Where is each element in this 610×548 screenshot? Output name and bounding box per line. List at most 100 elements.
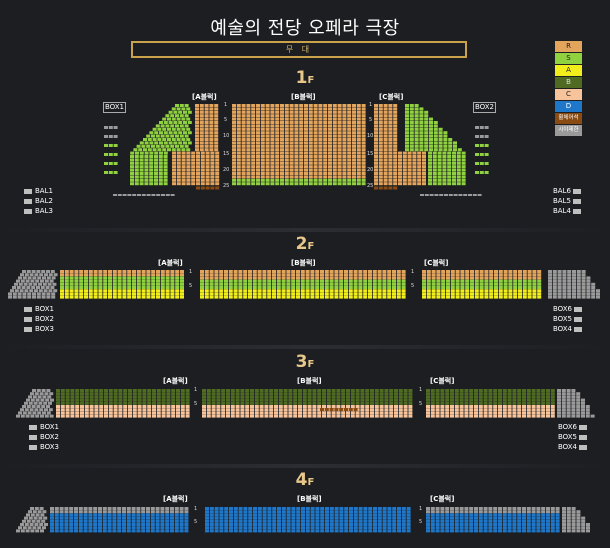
seat <box>546 519 550 523</box>
seat <box>571 401 576 405</box>
f2-box3-tag[interactable]: BOX3 <box>24 325 54 333</box>
seat <box>265 131 270 135</box>
seat <box>89 401 94 405</box>
seat <box>41 405 46 408</box>
seat <box>265 121 270 124</box>
bal2-tag[interactable]: BAL2 <box>24 197 53 205</box>
seat <box>483 510 488 514</box>
bal3-tag[interactable]: BAL3 <box>24 207 53 215</box>
seat <box>318 172 323 175</box>
seat <box>36 292 41 296</box>
seat <box>392 523 397 526</box>
seat <box>289 148 294 152</box>
seat <box>215 182 220 186</box>
f3-box3-tag[interactable]: BOX3 <box>29 443 59 451</box>
seat <box>300 270 305 273</box>
bal6-tag[interactable]: BAL6 <box>553 187 584 195</box>
seat <box>398 155 402 158</box>
f3-box6-tag[interactable]: BOX6 <box>558 423 590 431</box>
seat <box>113 135 118 138</box>
seat <box>214 526 219 530</box>
seat <box>304 144 308 148</box>
seat <box>479 295 484 299</box>
seat <box>503 295 508 299</box>
seat <box>337 178 342 182</box>
seat <box>479 270 484 273</box>
seat <box>383 138 388 141</box>
seat <box>379 414 384 418</box>
seat <box>142 392 147 396</box>
f2-box1-tag[interactable]: BOX1 <box>24 305 54 313</box>
seat <box>337 121 342 124</box>
seat <box>157 138 162 141</box>
seat <box>278 401 283 405</box>
seat <box>422 151 426 155</box>
seat <box>149 158 154 162</box>
seat <box>493 398 498 402</box>
seat <box>358 276 363 280</box>
bal5-tag[interactable]: BAL5 <box>553 197 584 205</box>
seat <box>267 516 272 520</box>
seat <box>389 408 394 412</box>
seat <box>256 114 260 118</box>
seat <box>275 104 280 107</box>
seat <box>430 519 435 523</box>
seat <box>246 117 251 121</box>
seat <box>498 276 503 280</box>
seat <box>286 286 291 289</box>
seat <box>546 523 550 526</box>
seat <box>204 141 209 145</box>
seat <box>398 408 403 412</box>
seat <box>304 141 308 145</box>
f3-box2-tag[interactable]: BOX2 <box>29 433 59 441</box>
seat <box>332 107 337 111</box>
seat <box>488 405 493 408</box>
seat <box>374 186 378 190</box>
seat <box>460 295 465 299</box>
seat <box>431 279 436 283</box>
seat <box>363 295 368 299</box>
f2-box2-tag[interactable]: BOX2 <box>24 315 54 323</box>
f3-box1-tag[interactable]: BOX1 <box>29 423 59 431</box>
seat <box>79 295 84 299</box>
seat <box>134 175 139 179</box>
seat <box>185 408 190 412</box>
f1-box2-label[interactable]: BOX2 <box>473 102 496 113</box>
seat <box>219 529 224 533</box>
f2-box5-tag[interactable]: BOX5 <box>553 315 585 323</box>
seat <box>323 121 328 124</box>
seat <box>546 389 550 392</box>
seat <box>403 405 408 408</box>
seat <box>274 401 278 405</box>
seat <box>426 513 430 517</box>
f3-box4-tag[interactable]: BOX4 <box>558 443 590 451</box>
seat <box>60 295 64 299</box>
seat <box>498 292 503 296</box>
seat <box>142 395 147 399</box>
seat <box>317 411 322 415</box>
seat <box>42 526 46 530</box>
bal1-tag[interactable]: BAL1 <box>24 187 53 195</box>
seat <box>341 405 346 408</box>
seat <box>409 117 414 121</box>
seat <box>318 151 323 155</box>
bal4-tag[interactable]: BAL4 <box>553 207 584 215</box>
seat <box>296 510 301 514</box>
seat <box>441 270 446 273</box>
f3-box5-tag[interactable]: BOX5 <box>558 433 590 441</box>
seat <box>206 414 211 418</box>
seat <box>392 292 396 296</box>
seat <box>275 168 280 172</box>
seat <box>155 529 160 533</box>
seat <box>172 182 176 186</box>
seat <box>196 151 200 155</box>
seat <box>546 414 550 418</box>
f1-box1-label[interactable]: BOX1 <box>103 102 126 113</box>
seat <box>219 286 224 289</box>
seat <box>407 175 412 179</box>
f2-box4-tag[interactable]: BOX4 <box>553 325 585 333</box>
seat <box>30 398 35 402</box>
f2-box6-tag[interactable]: BOX6 <box>553 305 585 313</box>
seat <box>65 405 70 408</box>
